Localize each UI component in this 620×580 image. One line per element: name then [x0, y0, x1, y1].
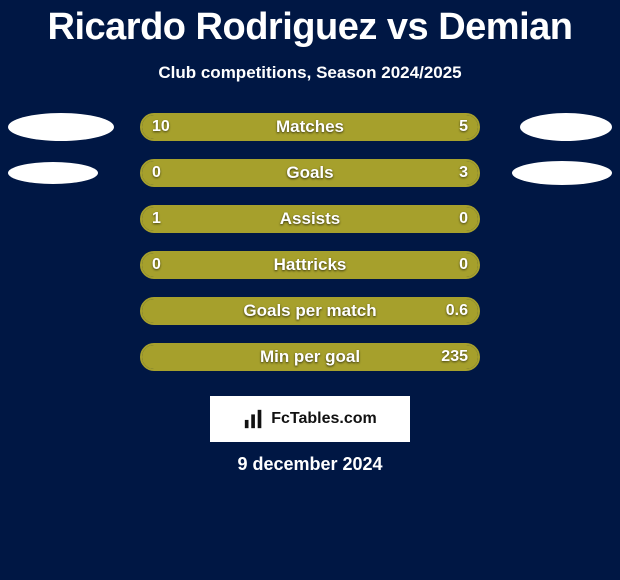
- stat-label: Min per goal: [260, 347, 360, 367]
- stat-row: 1 0 Assists: [0, 205, 620, 233]
- left-value: 0: [152, 256, 161, 274]
- left-badge-ellipse: [8, 113, 114, 141]
- left-value: 1: [152, 210, 161, 228]
- left-value: 0: [152, 164, 161, 182]
- subtitle: Club competitions, Season 2024/2025: [0, 63, 620, 83]
- stats-area: 105Matches03Goals10Assists00Hattricks0.6…: [0, 113, 620, 371]
- right-value: 3: [459, 164, 468, 182]
- right-value: 0: [459, 210, 468, 228]
- stat-label: Hattricks: [274, 255, 347, 275]
- stat-row: 0 3 Goals: [0, 159, 620, 187]
- bar-fill-right: [199, 161, 478, 185]
- stat-row: 10 5 Matches: [0, 113, 620, 141]
- bar-fill-left: [142, 207, 404, 231]
- bar-chart-icon: [243, 408, 265, 430]
- stat-row: 0 0 Hattricks: [0, 251, 620, 279]
- left-badge-ellipse: [8, 162, 98, 184]
- date-line: 9 december 2024: [0, 454, 620, 475]
- bar-fill-left: [142, 161, 199, 185]
- stat-label: Matches: [276, 117, 344, 137]
- right-value: 0.6: [446, 302, 468, 320]
- right-badge-ellipse: [512, 161, 612, 185]
- page-title: Ricardo Rodriguez vs Demian: [0, 0, 620, 49]
- right-badge-ellipse: [520, 113, 612, 141]
- right-value: 5: [459, 118, 468, 136]
- badge-text: FcTables.com: [271, 410, 377, 428]
- right-value: 0: [459, 256, 468, 274]
- left-value: 10: [152, 118, 170, 136]
- stat-label: Goals: [286, 163, 333, 183]
- right-value: 235: [441, 348, 468, 366]
- stat-label: Assists: [280, 209, 340, 229]
- source-badge: FcTables.com: [210, 396, 410, 442]
- stat-label: Goals per match: [243, 301, 376, 321]
- stat-row: 235 Min per goal: [0, 343, 620, 371]
- stat-row: 0.6 Goals per match: [0, 297, 620, 325]
